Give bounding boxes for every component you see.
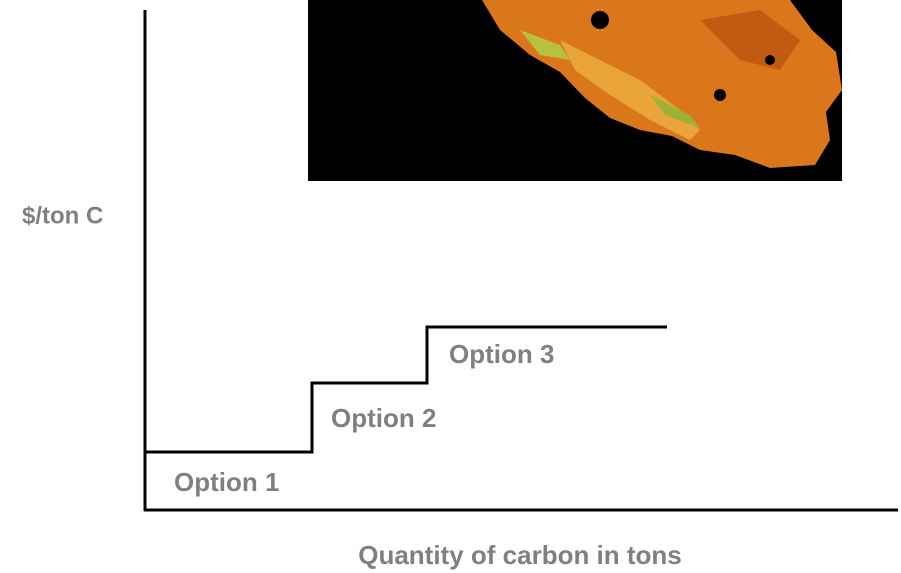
step-label: Option 3 bbox=[449, 339, 554, 369]
map-image bbox=[308, 0, 842, 181]
map-spot bbox=[765, 55, 775, 65]
x-axis-label: Quantity of carbon in tons bbox=[358, 540, 682, 570]
map-region-green bbox=[650, 95, 700, 128]
map-spot bbox=[591, 11, 609, 29]
map-spot bbox=[714, 89, 726, 101]
step-label: Option 1 bbox=[174, 467, 279, 497]
y-axis-label: $/ton C bbox=[22, 202, 103, 229]
map-region-green bbox=[520, 30, 570, 60]
step-label: Option 2 bbox=[331, 403, 436, 433]
map-region-dark bbox=[700, 10, 800, 70]
supply-steps bbox=[145, 325, 667, 454]
